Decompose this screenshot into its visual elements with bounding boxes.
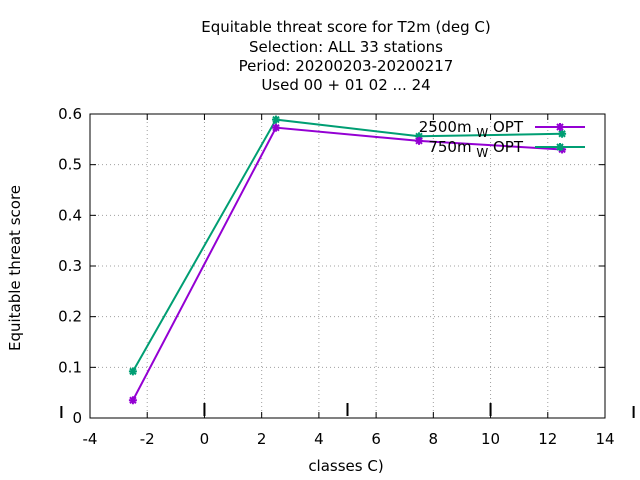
x-tick-label: 2	[257, 430, 267, 448]
x-tick-label: -2	[140, 430, 155, 448]
legend-label-tail: OPT	[488, 118, 524, 136]
series	[128, 115, 567, 405]
x-tick-label: 4	[314, 430, 324, 448]
x-tick-label: 8	[429, 430, 439, 448]
y-tick-label: 0.2	[58, 308, 82, 326]
x-tick-label: -4	[83, 430, 98, 448]
series-line	[132, 118, 563, 372]
legend-label-sub: W	[476, 146, 488, 160]
legend-label-main: 750m	[428, 138, 476, 156]
point-mark	[129, 396, 137, 404]
point-mark	[272, 123, 280, 132]
point-mark	[558, 130, 566, 138]
y-tick-label: 0.1	[58, 358, 82, 376]
plot-frame	[89, 113, 606, 419]
y-tick-labels: 0 0.1 0.2 0.3 0.4 0.5 0.6	[58, 105, 82, 427]
legend-label-main: 2500m	[419, 118, 477, 136]
y-tick-label: 0.5	[58, 156, 82, 174]
legend-label-tail: OPT	[488, 138, 524, 156]
class-boundary-marks	[60, 403, 635, 418]
y-tick-label: 0.4	[58, 206, 82, 224]
legend-label: 2500m W OPT	[419, 118, 524, 140]
legend-mark	[556, 143, 564, 151]
title-line-2: Selection: ALL 33 stations	[249, 38, 443, 56]
axis-ticks	[89, 113, 606, 419]
x-tick-labels: -4 -2 0 2 4 6 8 10 12 14	[83, 430, 615, 448]
point-mark	[272, 115, 280, 124]
x-tick-label: 10	[481, 430, 500, 448]
x-tick-label: 14	[595, 430, 614, 448]
series-line	[132, 126, 563, 401]
data-point	[271, 115, 280, 124]
legend-entry: 750m W OPT	[428, 138, 585, 160]
chart-title: Equitable threat score for T2m (deg C) S…	[201, 18, 491, 94]
y-tick-label: 0.6	[58, 105, 82, 123]
legend-entry: 2500m W OPT	[419, 118, 585, 140]
data-point	[128, 396, 137, 405]
data-point	[558, 129, 567, 138]
title-line-3: Period: 20200203-20200217	[239, 57, 454, 75]
data-point	[271, 123, 280, 132]
y-axis-label: Equitable threat score	[6, 185, 24, 351]
y-tick-label: 0	[72, 409, 82, 427]
point-mark	[129, 367, 137, 376]
legend-mark	[556, 123, 564, 131]
x-tick-label: 0	[200, 430, 210, 448]
point-mark	[415, 137, 423, 145]
title-line-4: Used 00 + 01 02 ... 24	[261, 76, 430, 94]
title-line-1: Equitable threat score for T2m (deg C)	[201, 18, 491, 36]
grid	[90, 114, 605, 418]
legend-label: 750m W OPT	[428, 138, 524, 160]
x-tick-label: 12	[538, 430, 557, 448]
data-point	[415, 136, 424, 145]
data-point	[128, 367, 137, 376]
x-tick-label: 6	[371, 430, 381, 448]
y-tick-label: 0.3	[58, 257, 82, 275]
x-axis-label: classes C)	[308, 457, 383, 475]
legend-label-sub: W	[476, 126, 488, 140]
